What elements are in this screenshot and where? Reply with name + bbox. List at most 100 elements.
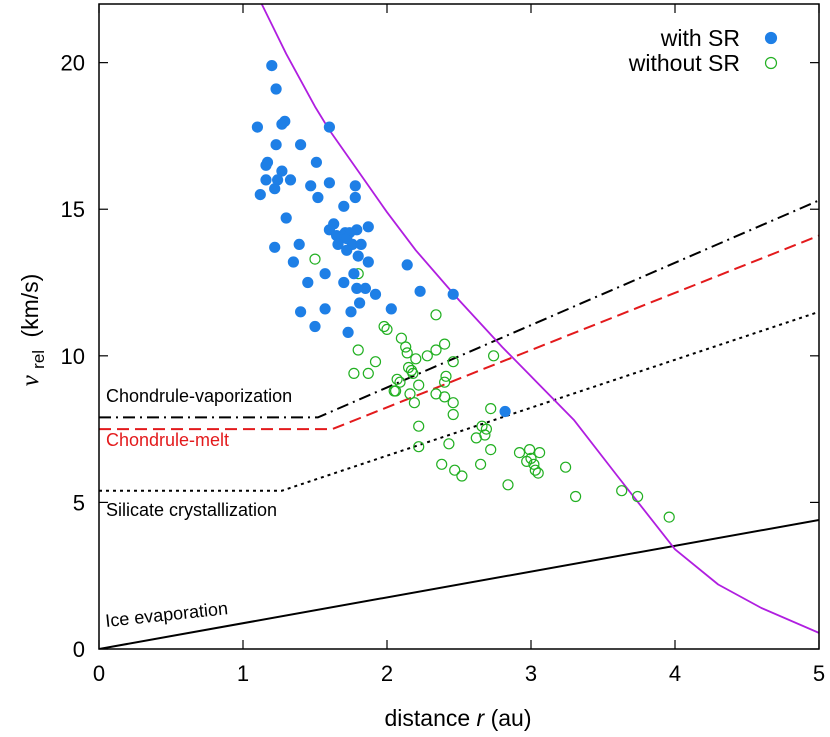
y-tick-label: 5: [73, 490, 85, 515]
point-without-sr: [439, 338, 451, 350]
point-with-sr: [362, 256, 374, 268]
point-without-sr: [421, 350, 433, 362]
point-with-sr: [369, 288, 382, 300]
point-without-sr: [403, 361, 415, 374]
point-with-sr: [349, 191, 361, 204]
point-without-sr: [485, 403, 497, 415]
point-without-sr: [447, 397, 459, 409]
point-without-sr: [449, 464, 461, 476]
point-with-sr: [338, 276, 350, 289]
scatter-points: [251, 59, 675, 523]
point-with-sr: [401, 259, 413, 271]
point-with-sr: [447, 288, 459, 300]
y-tick-label: 0: [73, 637, 85, 662]
point-without-sr: [523, 444, 536, 456]
legend-marker-without-sr: [764, 56, 778, 70]
point-with-sr: [280, 212, 292, 224]
point-without-sr: [488, 350, 500, 362]
point-with-sr: [254, 189, 266, 201]
point-with-sr: [260, 174, 272, 186]
point-with-sr: [293, 238, 305, 250]
legend: with SR without SR: [628, 25, 778, 76]
point-without-sr: [631, 490, 644, 503]
point-with-sr: [310, 156, 322, 168]
y-tick-label: 10: [61, 344, 85, 369]
label-chondrule-vaporization: Chondrule-vaporization: [106, 386, 292, 406]
point-without-sr: [616, 485, 628, 497]
point-with-sr: [305, 180, 317, 192]
point-with-sr: [309, 320, 321, 333]
point-with-sr: [352, 250, 364, 262]
point-with-sr: [302, 276, 314, 289]
point-with-sr: [349, 180, 361, 192]
point-without-sr: [663, 511, 675, 523]
point-without-sr: [569, 490, 582, 503]
x-tick-label: 0: [93, 661, 105, 686]
x-axis-title: distance r (au): [384, 705, 531, 731]
point-without-sr: [404, 388, 416, 400]
point-without-sr: [502, 479, 514, 491]
point-with-sr: [341, 244, 353, 256]
point-with-sr: [266, 59, 278, 72]
point-without-sr: [475, 458, 487, 470]
point-without-sr: [410, 353, 422, 365]
point-without-sr: [395, 332, 407, 344]
legend-marker-with-sr: [764, 31, 778, 45]
y-tick-label: 15: [61, 197, 85, 222]
point-with-sr: [284, 174, 297, 186]
point-without-sr: [513, 447, 526, 459]
point-without-sr: [485, 444, 497, 456]
point-with-sr: [338, 200, 350, 212]
point-with-sr: [269, 183, 281, 195]
point-with-sr: [270, 139, 282, 151]
x-tick-label: 1: [237, 661, 249, 686]
point-with-sr: [319, 268, 331, 280]
point-without-sr: [440, 370, 452, 382]
point-with-sr: [332, 238, 344, 250]
point-without-sr: [430, 344, 442, 356]
point-without-sr: [436, 458, 448, 470]
point-with-sr: [295, 139, 307, 151]
point-without-sr: [559, 461, 572, 473]
point-with-sr: [348, 268, 360, 280]
point-without-sr: [439, 391, 451, 403]
point-without-sr: [394, 376, 406, 388]
point-without-sr: [408, 397, 420, 409]
point-without-sr: [480, 423, 492, 435]
curve-line: [260, 4, 819, 634]
point-without-sr: [443, 438, 455, 450]
x-tick-label: 2: [381, 661, 393, 686]
x-axis-text: distance: [384, 705, 470, 731]
x-tick-label: 5: [813, 661, 825, 686]
point-with-sr: [319, 303, 331, 315]
point-without-sr: [407, 367, 419, 379]
x-axis-unit: (au): [491, 705, 532, 731]
axis-ticks: 0 1 2 3 4 5 0 5 10 15 20: [61, 4, 825, 686]
threshold-line-silicate-crystallization: [99, 310, 819, 492]
point-without-sr: [352, 344, 364, 356]
point-with-sr: [276, 118, 288, 130]
point-without-sr: [470, 432, 482, 444]
threshold-line-ice-evaporation: [99, 519, 819, 649]
fit-curve: [260, 4, 819, 634]
legend-label-with-sr: with SR: [660, 25, 740, 51]
point-without-sr: [529, 464, 541, 476]
point-without-sr: [348, 367, 360, 379]
point-with-sr: [354, 297, 366, 309]
point-with-sr: [323, 121, 335, 133]
point-without-sr: [388, 385, 400, 397]
point-without-sr: [369, 356, 382, 368]
label-ice-evaporation: Ice evaporation: [104, 598, 229, 631]
point-without-sr: [400, 341, 412, 353]
point-with-sr: [385, 303, 397, 315]
point-with-sr: [351, 282, 363, 294]
point-with-sr: [269, 241, 281, 253]
x-axis-var: r: [477, 705, 486, 731]
point-with-sr: [295, 306, 307, 318]
point-without-sr: [521, 455, 533, 467]
label-chondrule-melt: Chondrule-melt: [106, 430, 229, 450]
point-without-sr: [447, 408, 459, 421]
point-with-sr: [260, 159, 272, 171]
plot-frame: [98, 3, 820, 650]
